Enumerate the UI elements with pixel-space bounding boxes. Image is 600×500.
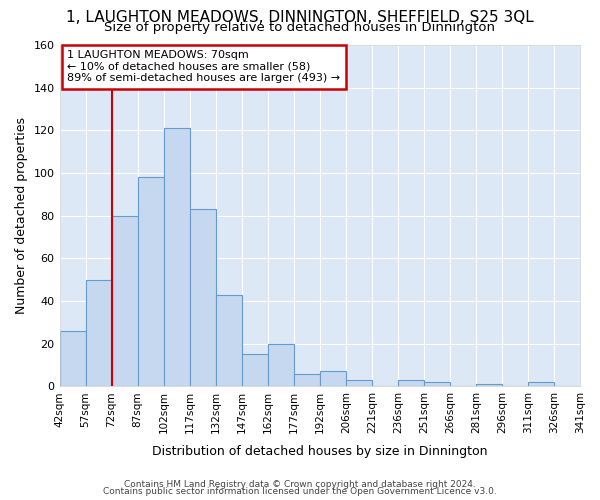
Bar bbox=[528, 382, 554, 386]
Bar bbox=[242, 354, 268, 386]
Y-axis label: Number of detached properties: Number of detached properties bbox=[15, 117, 28, 314]
Bar bbox=[59, 331, 86, 386]
Bar bbox=[424, 382, 450, 386]
Bar bbox=[137, 178, 164, 386]
Bar bbox=[190, 210, 215, 386]
Bar bbox=[112, 216, 137, 386]
Bar bbox=[215, 294, 242, 386]
Text: Contains public sector information licensed under the Open Government Licence v3: Contains public sector information licen… bbox=[103, 487, 497, 496]
Bar bbox=[346, 380, 372, 386]
Bar bbox=[476, 384, 502, 386]
Text: Contains HM Land Registry data © Crown copyright and database right 2024.: Contains HM Land Registry data © Crown c… bbox=[124, 480, 476, 489]
Bar bbox=[294, 374, 320, 386]
X-axis label: Distribution of detached houses by size in Dinnington: Distribution of detached houses by size … bbox=[152, 444, 488, 458]
Bar bbox=[164, 128, 190, 386]
Bar bbox=[320, 372, 346, 386]
Text: 1, LAUGHTON MEADOWS, DINNINGTON, SHEFFIELD, S25 3QL: 1, LAUGHTON MEADOWS, DINNINGTON, SHEFFIE… bbox=[66, 10, 534, 25]
Text: 1 LAUGHTON MEADOWS: 70sqm
← 10% of detached houses are smaller (58)
89% of semi-: 1 LAUGHTON MEADOWS: 70sqm ← 10% of detac… bbox=[67, 50, 340, 84]
Bar bbox=[268, 344, 294, 386]
Text: Size of property relative to detached houses in Dinnington: Size of property relative to detached ho… bbox=[104, 21, 496, 34]
Bar bbox=[398, 380, 424, 386]
Bar bbox=[86, 280, 112, 386]
